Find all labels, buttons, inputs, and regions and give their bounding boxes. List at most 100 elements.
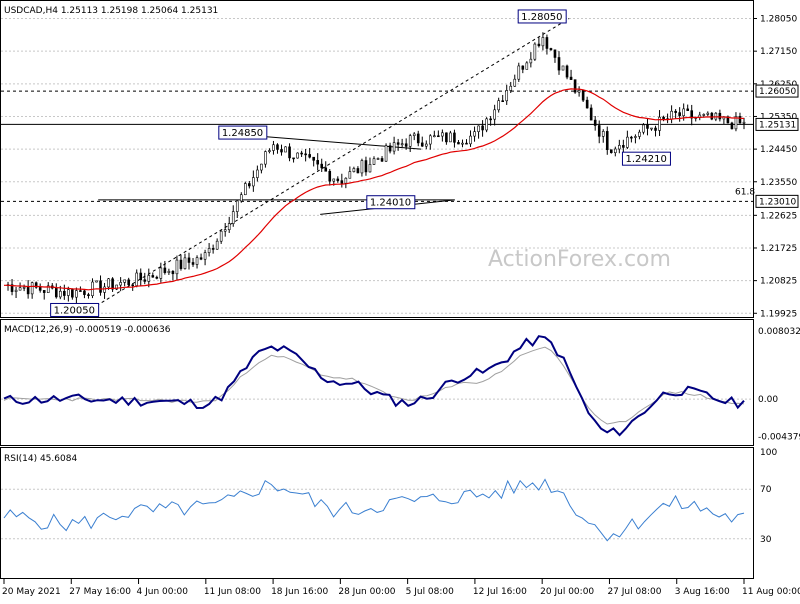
- candle-body: [622, 145, 625, 148]
- candle-body: [453, 132, 456, 143]
- candle-body: [497, 100, 500, 111]
- price-tick-label: 1.25350: [760, 112, 797, 122]
- candle-body: [537, 43, 541, 47]
- candle-body: [123, 279, 126, 283]
- candle-body: [71, 289, 74, 298]
- candle-body: [469, 135, 472, 145]
- candle-body: [115, 284, 118, 290]
- candle-body: [605, 131, 609, 150]
- candle-body: [569, 76, 573, 80]
- candle-body: [368, 164, 372, 173]
- candle-body: [461, 142, 464, 145]
- candle-body: [513, 78, 517, 87]
- candle-body: [83, 290, 86, 295]
- candle-body: [151, 275, 155, 278]
- time-tick-label: 20 May 2021: [2, 587, 61, 597]
- time-tick-label: 11 Aug 00:00: [742, 587, 800, 597]
- candle-body: [601, 131, 605, 137]
- candle-body: [465, 142, 468, 145]
- time-tick-label: 28 Jun 00:00: [338, 587, 395, 597]
- candle-body: [10, 284, 14, 292]
- rsi-line: [3, 478, 745, 542]
- candle-body: [674, 110, 677, 113]
- candle-body: [449, 132, 452, 143]
- price-tick-label: 1.28050: [760, 15, 797, 25]
- candle-body: [557, 57, 561, 71]
- candle-body: [147, 275, 151, 282]
- candle-body: [561, 65, 565, 71]
- candle-body: [324, 167, 328, 172]
- candle-body: [489, 118, 492, 121]
- price-y-axis: 1.280501.271501.262501.253501.244501.235…: [753, 15, 799, 319]
- macd-tick-label: 0.00: [758, 395, 778, 405]
- candle-body: [738, 116, 742, 124]
- candle-body: [336, 178, 340, 181]
- candle-body: [256, 169, 259, 178]
- candle-body: [533, 43, 537, 60]
- candle-body: [139, 272, 143, 281]
- candle-body: [248, 183, 251, 187]
- candle-body: [95, 280, 98, 283]
- macd-title: MACD(12,26,9) -0.000519 -0.000636: [4, 325, 171, 335]
- candle-body: [710, 112, 714, 120]
- time-tick-label: 4 Jun 00:00: [137, 587, 189, 597]
- candle-body: [203, 252, 207, 260]
- candle-body: [376, 158, 380, 160]
- candle-body: [187, 257, 191, 263]
- level-tag-label: 1.26050: [759, 87, 796, 97]
- candle-body: [581, 90, 585, 101]
- candles: [6, 32, 746, 304]
- candle-body: [235, 200, 239, 212]
- price-tick-label: 1.24450: [760, 145, 797, 155]
- time-tick-label: 27 May 16:00: [69, 587, 131, 597]
- watermark: ActionForex.com: [488, 247, 671, 272]
- candle-body: [433, 135, 436, 138]
- price-label-box: [218, 125, 268, 140]
- candle-body: [549, 48, 553, 51]
- candle-body: [614, 148, 617, 153]
- candle-body: [412, 133, 416, 136]
- chart-title: USDCAD,H4 1.25113 1.25198 1.25064 1.2513…: [4, 6, 218, 16]
- candle-body: [215, 240, 219, 250]
- price-label: 1.24010: [370, 198, 411, 209]
- candle-body: [573, 79, 577, 93]
- candle-body: [662, 116, 665, 119]
- candle-body: [34, 282, 38, 288]
- candle-body: [360, 160, 364, 174]
- price-label: 1.24850: [222, 128, 263, 139]
- candle-body: [420, 142, 424, 147]
- price-tick-label: 1.22625: [760, 211, 797, 221]
- candle-body: [159, 267, 163, 279]
- candle-body: [525, 62, 529, 70]
- candle-body: [103, 286, 106, 293]
- candle-body: [231, 211, 235, 224]
- time-tick-label: 20 Jul 00:00: [540, 587, 594, 597]
- level-tag-label: 1.23010: [759, 197, 796, 207]
- candle-body: [312, 156, 315, 161]
- candle-body: [211, 248, 215, 250]
- candle-body: [143, 279, 147, 282]
- time-tick-label: 18 Jun 16:00: [271, 587, 328, 597]
- candle-body: [380, 158, 384, 162]
- candle-body: [408, 135, 412, 147]
- candle-body: [505, 90, 509, 102]
- candle-body: [179, 259, 183, 269]
- candle-body: [127, 279, 130, 286]
- candle-body: [477, 125, 480, 132]
- candle-body: [219, 230, 223, 242]
- candle-body: [718, 112, 722, 120]
- candle-body: [372, 158, 376, 165]
- candle-body: [264, 151, 267, 165]
- candle-body: [593, 119, 597, 126]
- candle-body: [388, 145, 392, 152]
- rsi-y-axis: 100 70 30: [760, 448, 777, 545]
- candle-body: [300, 152, 303, 155]
- price-tick-label: 1.27150: [760, 47, 797, 57]
- price-label: 1.28050: [521, 12, 562, 23]
- price-grid: [1, 18, 753, 314]
- candle-body: [308, 154, 311, 158]
- time-axis: 20 May 2021 27 May 16:00 4 Jun 00:00 11 Jun…: [2, 579, 800, 597]
- candle-body: [272, 144, 275, 151]
